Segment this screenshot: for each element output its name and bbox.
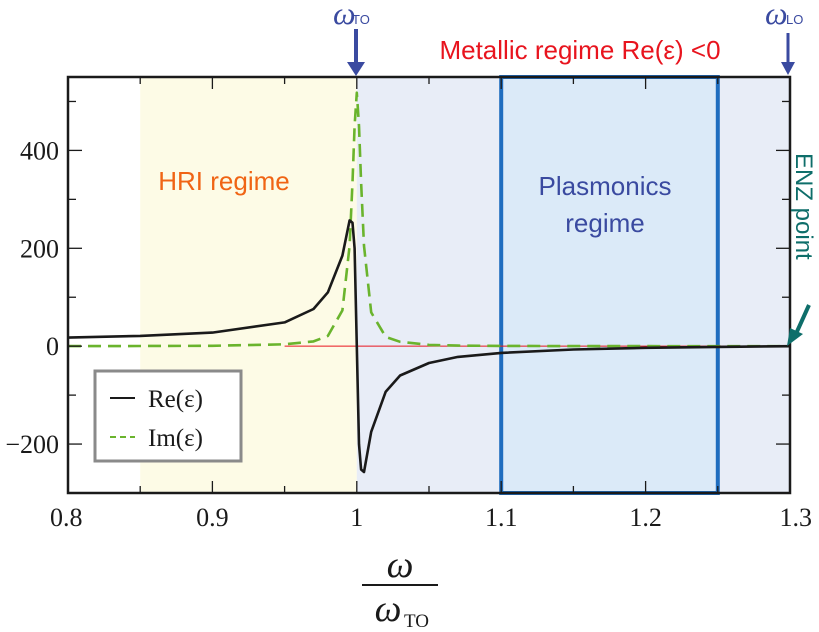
xlabel-numerator: ω — [387, 544, 414, 586]
regime-regions — [140, 75, 790, 495]
y-tick-label: 0 — [46, 332, 59, 361]
legend-re-label: Re(ε) — [148, 386, 203, 413]
x-tick-label: 0.9 — [196, 503, 229, 532]
xlabel-denominator: ω — [375, 588, 402, 630]
y-tick-label: 400 — [20, 136, 59, 165]
omega-to-subscript: TO — [352, 12, 370, 27]
omega-lo-subscript: LO — [786, 12, 803, 27]
x-tick-label: 0.8 — [50, 503, 83, 532]
x-tick-label: 1.2 — [629, 503, 662, 532]
data-series — [67, 91, 791, 474]
omega-lo-marker: ω LO — [765, 0, 803, 75]
enz-arrow-head-icon — [787, 328, 803, 346]
omega-to-marker: ω TO — [333, 0, 370, 76]
x-tick-label: 1.1 — [485, 503, 518, 532]
x-tick-label: 1 — [350, 503, 363, 532]
metallic-regime-label: Metallic regime Re(ε) <0 — [439, 35, 720, 65]
x-axis-label: ω ω TO — [362, 544, 438, 632]
axes: 0.8 0.9 1 1.1 1.2 1.3 −200 0 200 400 — [5, 75, 813, 532]
enz-annotation: ENZ point — [787, 153, 817, 346]
legend-im-label: Im(ε) — [148, 425, 203, 452]
x-tick-label: 1.3 — [780, 503, 813, 532]
y-tick-label: −200 — [5, 430, 59, 459]
re-epsilon-curve — [67, 219, 791, 474]
enz-arrow-icon — [793, 304, 811, 337]
arrow-head-icon — [347, 62, 365, 76]
y-tick-label: 200 — [20, 234, 59, 263]
xlabel-denominator-sub: TO — [404, 611, 429, 632]
omega-lo-symbol: ω — [765, 0, 788, 31]
arrow-head-icon — [781, 62, 795, 75]
plasmonics-label-line2: regime — [565, 208, 644, 238]
im-epsilon-curve — [67, 91, 790, 348]
plasmonics-label-line1: Plasmonics — [539, 171, 672, 201]
legend: Re(ε) Im(ε) — [93, 369, 243, 463]
enz-point-label: ENZ point — [790, 153, 817, 260]
plasmonics-regime-region — [499, 75, 720, 495]
hri-regime-label: HRI regime — [158, 166, 289, 196]
omega-to-symbol: ω — [333, 0, 356, 31]
